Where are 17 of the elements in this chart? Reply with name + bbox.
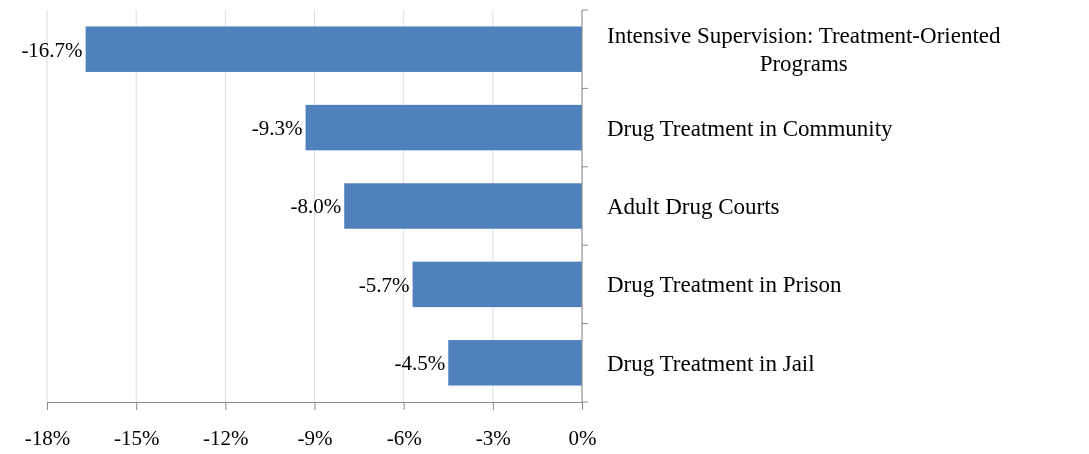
x-tick-label: -3%: [475, 425, 511, 450]
y-tick-label: Drug Treatment in Jail: [607, 350, 815, 376]
x-tick-label: -9%: [297, 425, 333, 450]
x-tick-label: 0%: [568, 425, 597, 450]
y-tick-label: Drug Treatment in Prison: [607, 272, 842, 298]
data-label: -9.3%: [251, 115, 303, 140]
x-tick-label: -15%: [113, 425, 160, 450]
data-label: -4.5%: [394, 351, 446, 376]
data-label: -5.7%: [358, 272, 410, 297]
data-label: -16.7%: [21, 37, 83, 62]
x-tick-label: -6%: [386, 425, 422, 450]
x-tick-label: -12%: [203, 425, 249, 450]
y-tick-label: Drug Treatment in Community: [607, 115, 894, 141]
y-tick-label: Adult Drug Courts: [607, 194, 780, 220]
data-label: -8.0%: [290, 194, 342, 219]
y-tick-label: Intensive Supervision: Treatment-Oriented Programs: [607, 23, 1001, 77]
x-tick-label: -18%: [24, 425, 71, 450]
